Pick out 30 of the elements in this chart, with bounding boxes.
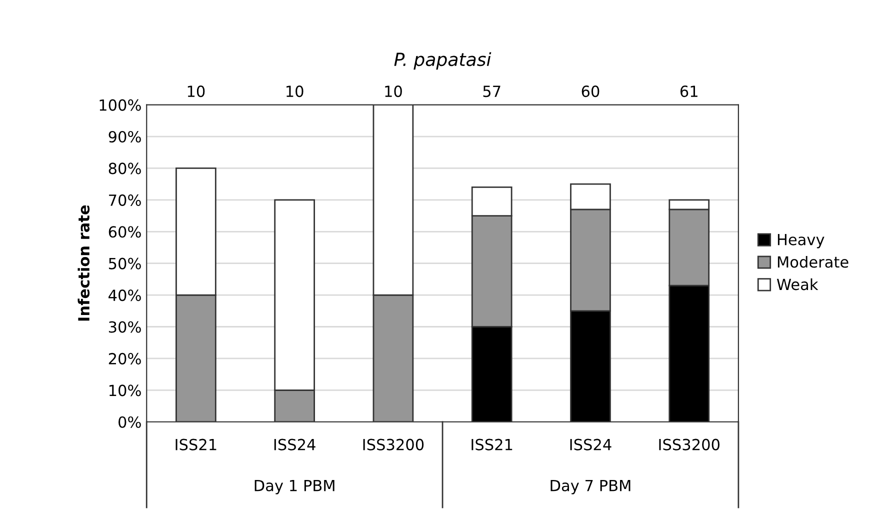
y-tick-label: 10% xyxy=(109,384,141,396)
text: 60 xyxy=(582,86,600,98)
y-tick-label: 60% xyxy=(108,226,141,238)
x-tick-label: ISS3200 xyxy=(363,438,424,450)
y-tick-label: 80% xyxy=(108,162,141,174)
x-tick-label: ISS24 xyxy=(274,438,316,450)
y-tick-label: 100% xyxy=(100,99,141,111)
y-tick-label: 90% xyxy=(108,130,141,143)
x-tick-label: ISS21 xyxy=(176,438,216,450)
y-tick-label: 0% xyxy=(118,416,141,428)
y-tick-label: 50% xyxy=(108,258,141,270)
text: 61 xyxy=(680,86,698,98)
text: 10 xyxy=(385,86,402,98)
legend-label: Heavy xyxy=(778,234,824,248)
legend-label: Moderate xyxy=(778,256,848,268)
x-tick-label: ISS21 xyxy=(472,438,512,450)
y-tick-label: 20% xyxy=(108,352,141,364)
y-tick-label: 70% xyxy=(109,194,141,206)
text: 57 xyxy=(483,86,500,98)
text: 10 xyxy=(286,86,304,98)
x-tick-label: ISS3200 xyxy=(659,438,720,450)
chart-title: P. papatasi xyxy=(394,52,492,70)
y-axis-title: Infection rate xyxy=(78,205,90,321)
text: 10 xyxy=(188,86,205,98)
y-tick-label: 40% xyxy=(108,290,141,302)
text: Day 1 PBM xyxy=(254,480,334,494)
legend-label: Weak xyxy=(776,278,818,290)
y-tick-label: 30% xyxy=(108,321,141,333)
text: Day 7 PBM xyxy=(550,480,630,494)
x-tick-label: ISS24 xyxy=(570,438,612,450)
